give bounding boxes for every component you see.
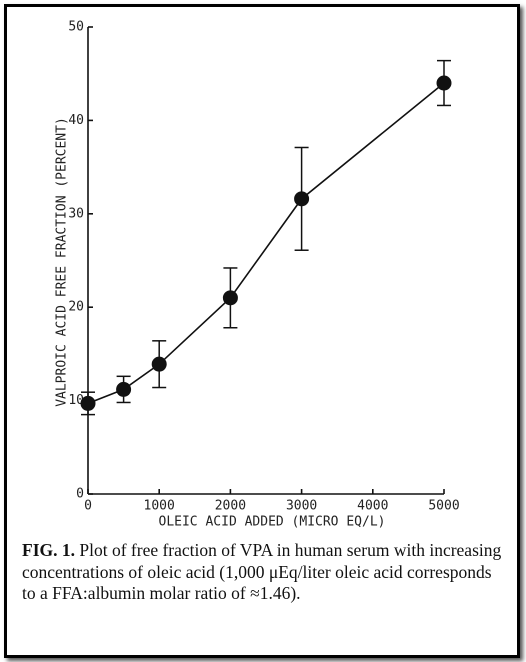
y-tick-label: 30 [68, 206, 84, 221]
x-tick-label: 1000 [144, 499, 175, 514]
x-tick-label: 2000 [215, 499, 246, 514]
data-point [151, 356, 167, 372]
y-axis-label: VALPROIC ACID FREE FRACTION (PERCENT) [55, 117, 70, 407]
y-tick-label: 20 [68, 300, 84, 315]
data-line [87, 82, 445, 405]
data-point [116, 381, 132, 397]
data-point [80, 395, 96, 411]
caption: FIG. 1. Plot of free fraction of VPA in … [22, 540, 502, 605]
data-point [436, 75, 452, 91]
chart: OLEIC ACID ADDED (MICRO EQ/L) VALPROIC A… [55, 20, 460, 530]
caption-label: FIG. 1. [22, 540, 75, 560]
data-point [222, 290, 238, 306]
x-tick-label: 0 [84, 499, 92, 514]
y-tick-label: 0 [76, 487, 84, 502]
x-tick-label: 4000 [357, 499, 388, 514]
caption-text: Plot of free fraction of VPA in human se… [22, 540, 502, 603]
y-tick-label: 10 [68, 393, 84, 408]
x-axis-label: OLEIC ACID ADDED (MICRO EQ/L) [159, 515, 386, 530]
data-point [294, 191, 310, 207]
y-tick-label: 50 [68, 20, 84, 35]
y-tick-label: 40 [68, 113, 84, 128]
x-tick-label: 5000 [428, 499, 459, 514]
x-tick-label: 3000 [286, 499, 317, 514]
frame [4, 4, 520, 658]
